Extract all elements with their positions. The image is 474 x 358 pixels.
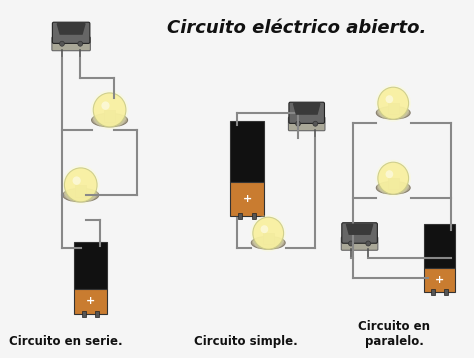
FancyBboxPatch shape (342, 223, 377, 243)
Circle shape (296, 121, 301, 126)
Bar (263, 233, 273, 245)
FancyBboxPatch shape (288, 117, 325, 131)
Circle shape (378, 162, 409, 194)
Circle shape (251, 215, 286, 252)
Circle shape (261, 225, 268, 233)
Polygon shape (57, 24, 85, 34)
Ellipse shape (376, 106, 410, 119)
Circle shape (375, 85, 411, 122)
Circle shape (313, 121, 318, 126)
FancyBboxPatch shape (289, 102, 325, 124)
Bar (424, 224, 455, 268)
Ellipse shape (251, 236, 285, 249)
FancyBboxPatch shape (52, 37, 91, 51)
Circle shape (366, 241, 371, 246)
Circle shape (91, 90, 128, 130)
Bar (444, 289, 447, 295)
Ellipse shape (91, 113, 128, 127)
Circle shape (385, 95, 393, 103)
Circle shape (375, 160, 411, 197)
Bar (95, 311, 99, 317)
Circle shape (253, 217, 283, 249)
Text: Circuito simple.: Circuito simple. (194, 335, 298, 348)
Bar (388, 103, 399, 115)
Bar (82, 311, 86, 317)
FancyBboxPatch shape (341, 237, 378, 250)
Bar (431, 289, 435, 295)
Bar (238, 213, 242, 218)
Bar (104, 110, 115, 122)
Text: Circuito en
paralelo.: Circuito en paralelo. (358, 320, 430, 348)
Text: +: + (435, 275, 444, 285)
Circle shape (73, 176, 81, 185)
Text: Circuito en serie.: Circuito en serie. (9, 335, 123, 348)
Bar (74, 242, 107, 289)
Polygon shape (293, 104, 320, 114)
Circle shape (101, 101, 109, 110)
Bar (75, 185, 86, 197)
Polygon shape (346, 224, 373, 234)
Text: +: + (243, 194, 252, 204)
Bar (424, 268, 455, 292)
Circle shape (348, 241, 353, 246)
Circle shape (385, 170, 393, 178)
Circle shape (78, 41, 82, 46)
Bar (74, 289, 107, 314)
Text: +: + (86, 296, 95, 306)
Circle shape (378, 87, 409, 119)
Circle shape (93, 93, 126, 127)
Circle shape (62, 165, 100, 204)
Circle shape (64, 168, 97, 202)
Bar (388, 178, 399, 189)
Circle shape (60, 41, 64, 46)
Ellipse shape (376, 182, 410, 194)
Ellipse shape (63, 188, 99, 202)
Bar (230, 121, 264, 182)
Bar (252, 213, 256, 218)
Text: Circuito eléctrico abierto.: Circuito eléctrico abierto. (167, 19, 427, 37)
Bar (230, 182, 264, 216)
FancyBboxPatch shape (52, 22, 90, 43)
